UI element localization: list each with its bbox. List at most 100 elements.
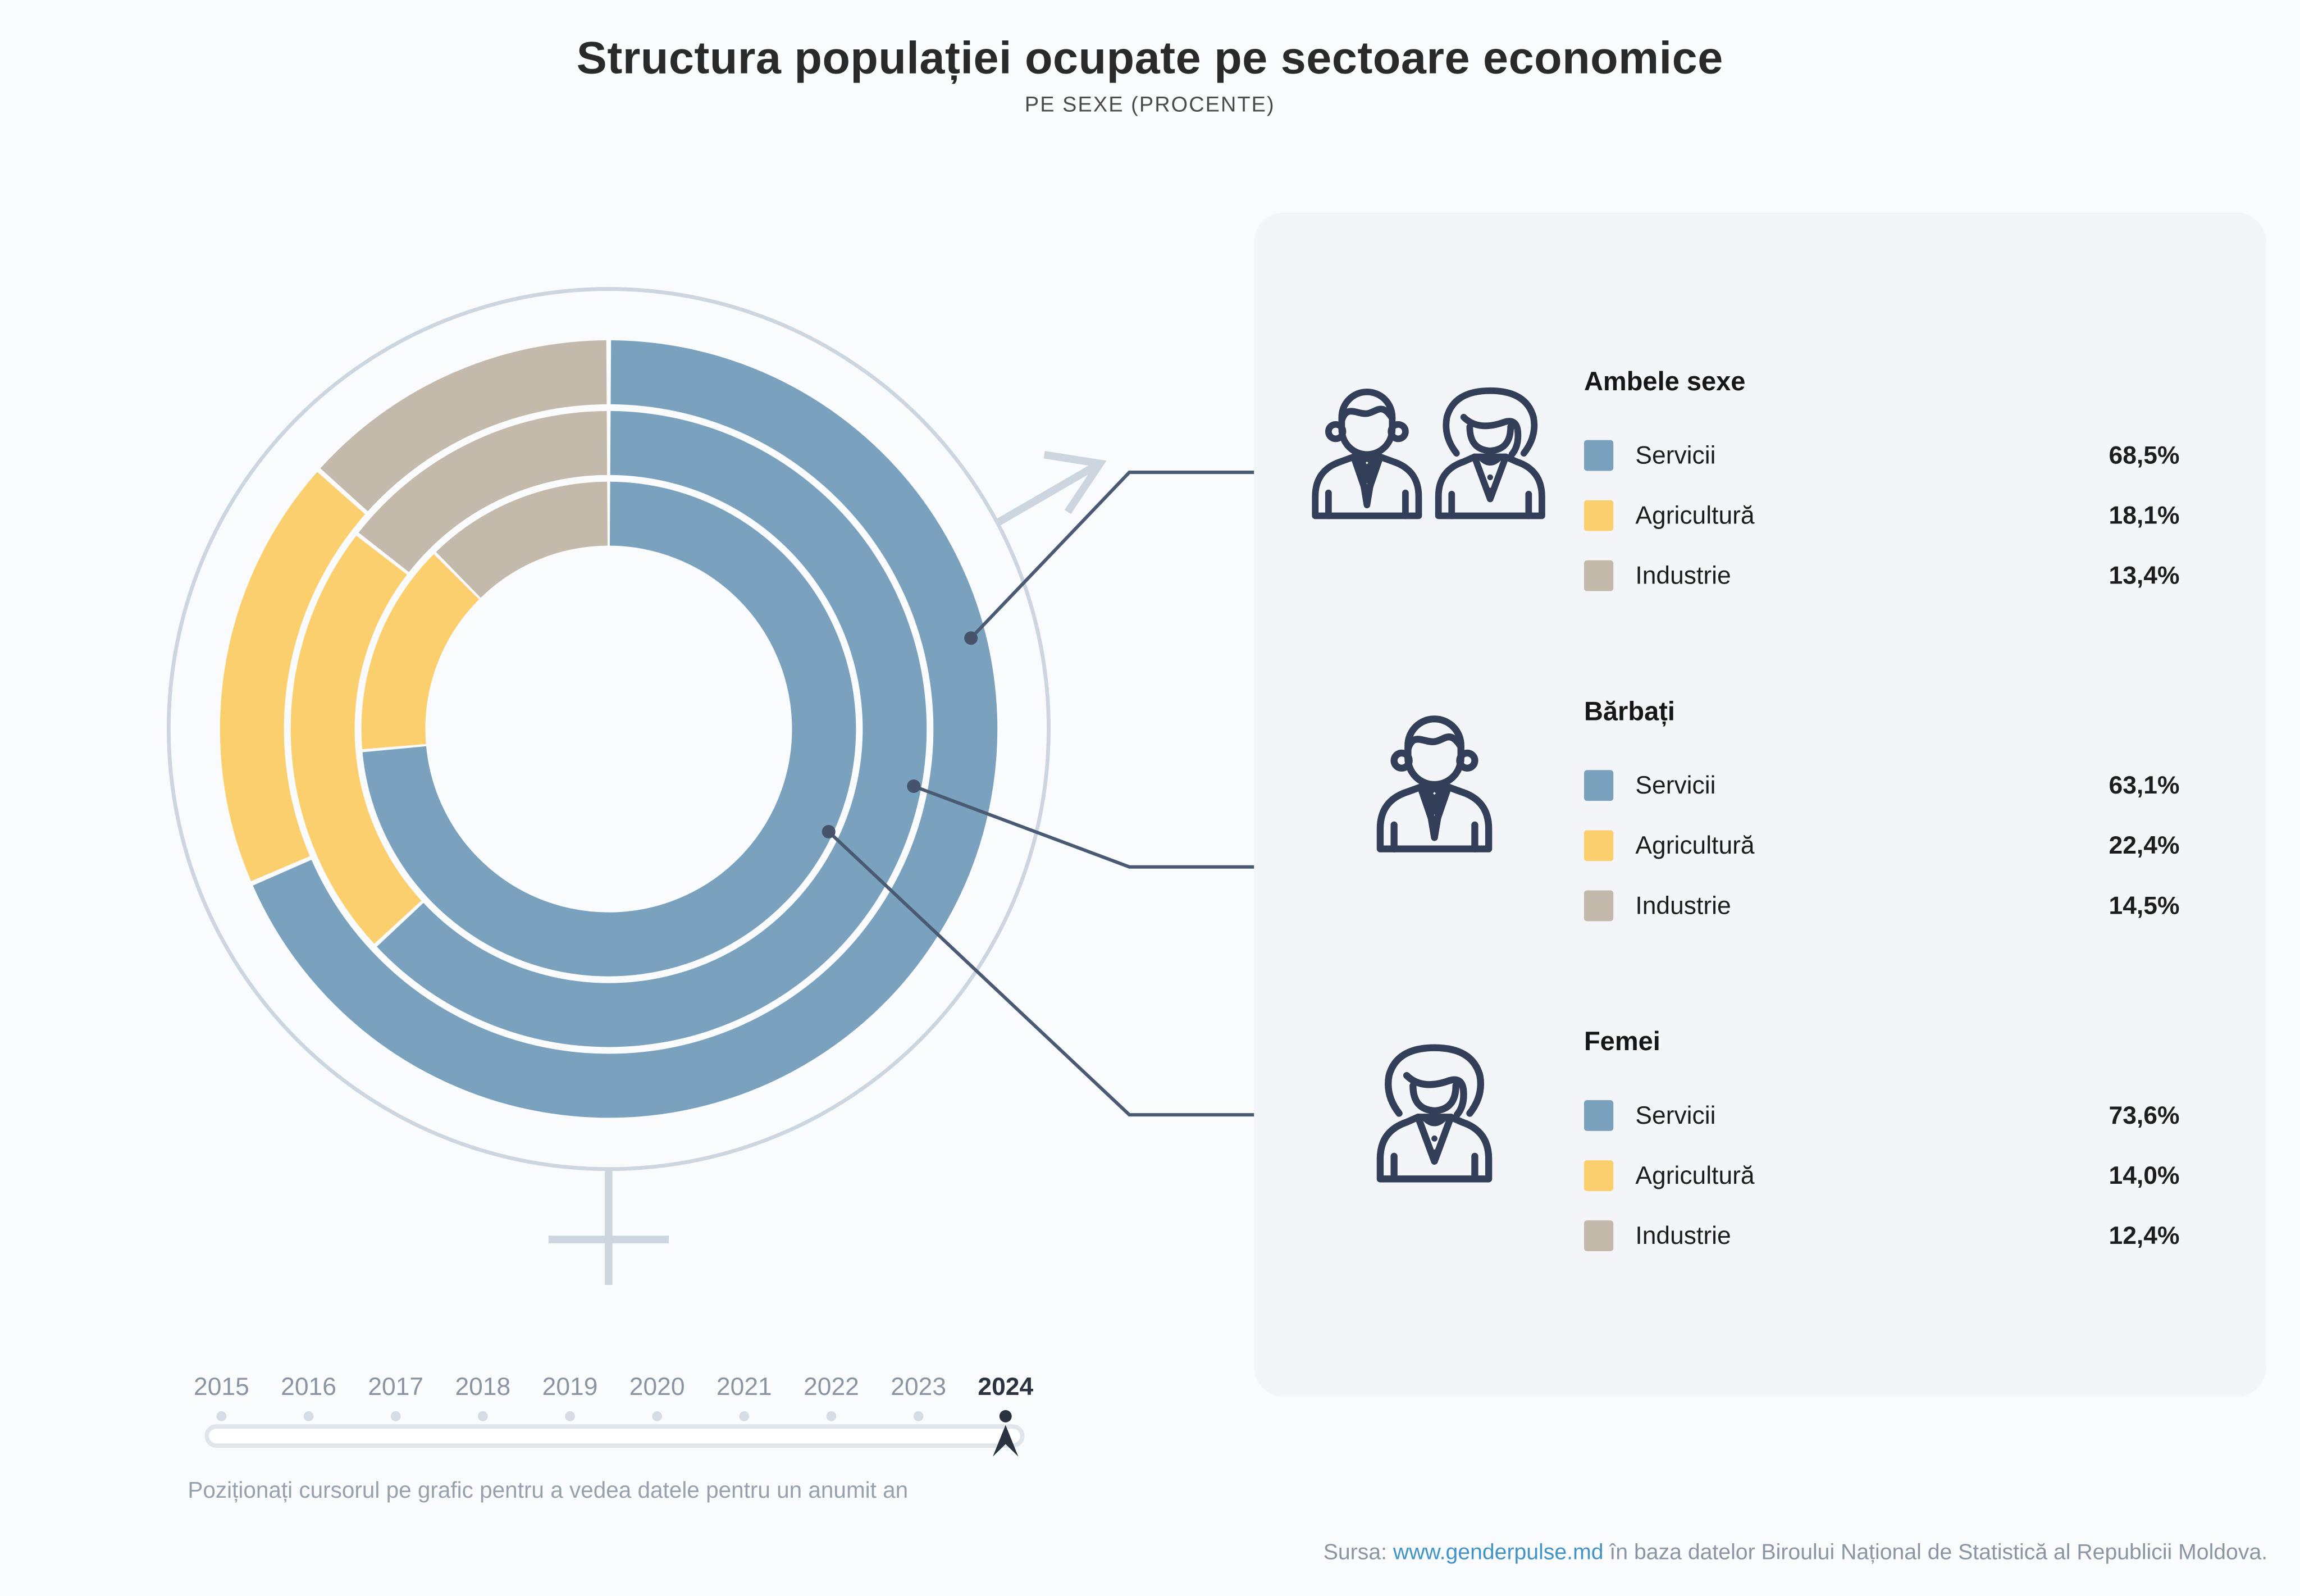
legend-row-label: Servicii — [1635, 1101, 1716, 1129]
female-cross-icon — [548, 1169, 669, 1285]
timeline-slider: 2015 2016 2017 2018 2019 2020 2021 2022 2023 2024 — [194, 1373, 1033, 1457]
timeline-year-2019[interactable]: 2019 — [542, 1373, 598, 1401]
timeline-year-2024[interactable]: 2024 — [978, 1373, 1033, 1401]
legend-row: Servicii 68,5% — [1583, 425, 2180, 485]
legend-row: Agricultură 22,4% — [1583, 815, 2180, 875]
timeline-dot-2018 — [477, 1411, 488, 1421]
industrie-swatch — [1583, 890, 1614, 922]
industrie-swatch — [1583, 560, 1614, 591]
handle-head-dot[interactable] — [999, 1410, 1012, 1422]
legend-row-value: 14,0% — [2109, 1161, 2180, 1189]
man-icon — [1307, 367, 1427, 540]
woman-icon — [1371, 1031, 1498, 1196]
timeline-year-2015[interactable]: 2015 — [194, 1373, 249, 1401]
handle-cursor-icon[interactable] — [993, 1425, 1019, 1457]
servicii-swatch — [1583, 1100, 1614, 1131]
legend-row-value: 22,4% — [2109, 831, 2180, 859]
industrie-swatch — [1583, 1220, 1614, 1252]
timeline-year-2021[interactable]: 2021 — [717, 1373, 772, 1401]
callouts — [822, 471, 1284, 1117]
donut-rings — [220, 340, 998, 1118]
ring-segment-ambele-sexe-industrie[interactable] — [320, 340, 607, 512]
legend-row-label: Industrie — [1635, 1221, 1731, 1250]
legend-row: Agricultură 18,1% — [1583, 486, 2180, 546]
timeline-year-2020[interactable]: 2020 — [629, 1373, 685, 1401]
man-icon — [1371, 701, 1498, 866]
callout-dot-ambele-sexe — [964, 631, 978, 645]
ring-segment-b-rba-i-agricultur-[interactable] — [290, 535, 422, 944]
legend-group-barbati: Bărbați Servicii 63,1% Agricultură 22,4%… — [1254, 690, 2266, 1020]
timeline-dot-2022 — [826, 1411, 837, 1421]
timeline-year-2017[interactable]: 2017 — [368, 1373, 423, 1401]
legend-row-value: 14,5% — [2109, 891, 2180, 919]
page-title: Structura populației ocupate pe sectoare… — [576, 32, 1723, 84]
legend-row-label: Servicii — [1635, 770, 1716, 799]
male-arrow-head-icon — [1043, 451, 1107, 514]
legend-row-value: 18,1% — [2109, 500, 2180, 529]
legend-row-label: Servicii — [1635, 440, 1716, 469]
timeline-year-2022[interactable]: 2022 — [804, 1373, 859, 1401]
legend-row-label: Industrie — [1635, 561, 1731, 589]
servicii-swatch — [1583, 440, 1614, 471]
legend-group-header: Bărbați — [1583, 696, 1675, 726]
timeline-year-2016[interactable]: 2016 — [281, 1373, 336, 1401]
callout-dot-barbati — [907, 779, 921, 794]
slider-hint: Poziționați cursorul pe grafic pentru a … — [188, 1478, 909, 1504]
source-prefix: Sursa: — [1323, 1540, 1388, 1566]
timeline-dot-2015 — [216, 1411, 227, 1421]
ring-segment-femei-industrie[interactable] — [436, 481, 608, 599]
timeline-dot-2019 — [565, 1411, 575, 1421]
callout-dot-femei — [822, 824, 836, 839]
timeline-handle[interactable] — [993, 1410, 1019, 1457]
ring-segment-ambele-sexe-agricultur-[interactable] — [220, 472, 366, 882]
legend-row-label: Agricultură — [1635, 831, 1755, 859]
legend-row-label: Industrie — [1635, 891, 1731, 919]
gender-symbol — [166, 287, 1107, 1285]
agricultura-swatch — [1583, 1160, 1614, 1191]
legend-group-ambele-sexe: Ambele sexe Servicii 68,5% Agricultură 1… — [1254, 359, 2266, 690]
legend-row-label: Agricultură — [1635, 1161, 1755, 1189]
legend-row-value: 73,6% — [2109, 1101, 2180, 1129]
legend-row: Servicii 73,6% — [1583, 1086, 2180, 1146]
callout-line-ambele-sexe — [969, 471, 1284, 640]
legend-row: Industrie 12,4% — [1583, 1206, 2180, 1266]
legend-row-value: 12,4% — [2109, 1221, 2180, 1250]
callout-line-barbati — [913, 785, 1284, 869]
legend-panel: Ambele sexe Servicii 68,5% Agricultură 1… — [1254, 212, 2266, 1397]
legend-row: Servicii 63,1% — [1583, 755, 2179, 815]
ring-segment-ambele-sexe-servicii[interactable] — [253, 340, 998, 1118]
agricultura-swatch — [1583, 500, 1614, 531]
agricultura-swatch — [1583, 830, 1614, 861]
woman-icon — [1430, 367, 1550, 540]
source-suffix: în baza datelor Biroului Național de Sta… — [1609, 1540, 2268, 1566]
gender-symbol-circle — [166, 287, 1051, 1171]
legend-row: Industrie 14,5% — [1583, 875, 2180, 936]
timeline-year-2018[interactable]: 2018 — [455, 1373, 510, 1401]
legend-row-value: 68,5% — [2109, 440, 2180, 469]
ring-segment-b-rba-i-servicii[interactable] — [377, 411, 927, 1047]
legend-row: Industrie 13,4% — [1583, 546, 2180, 606]
legend-row: Agricultură 14,0% — [1583, 1146, 2180, 1206]
timeline-dot-2017 — [390, 1411, 401, 1421]
ring-segment-femei-servicii[interactable] — [362, 481, 856, 977]
timeline-year-2023[interactable]: 2023 — [891, 1373, 946, 1401]
legend-group-header: Ambele sexe — [1583, 367, 1746, 396]
ring-segment-b-rba-i-industrie[interactable] — [358, 411, 608, 573]
legend-row-value: 13,4% — [2109, 561, 2180, 589]
callout-line-femei — [827, 830, 1284, 1117]
source-link[interactable]: www.genderpulse.md — [1393, 1540, 1604, 1566]
male-arrow-icon — [994, 462, 1099, 527]
timeline-track[interactable] — [204, 1424, 1025, 1448]
page-subtitle: PE SEXE (PROCENTE) — [1024, 94, 1275, 117]
timeline-dot-2023 — [913, 1411, 924, 1421]
timeline-dot-2016 — [303, 1411, 314, 1421]
timeline-dot-2021 — [739, 1411, 750, 1421]
servicii-swatch — [1583, 770, 1614, 801]
legend-group-header: Femei — [1583, 1027, 1660, 1056]
legend-row-label: Agricultură — [1635, 500, 1755, 529]
timeline-dot-2020 — [652, 1411, 663, 1421]
legend-group-femei: Femei Servicii 73,6% Agricultură 14,0% I… — [1254, 1019, 2266, 1349]
ring-segment-femei-agricultur-[interactable] — [361, 554, 480, 750]
source-line: Sursa: www.genderpulse.md în baza datelo… — [1324, 1540, 2267, 1565]
